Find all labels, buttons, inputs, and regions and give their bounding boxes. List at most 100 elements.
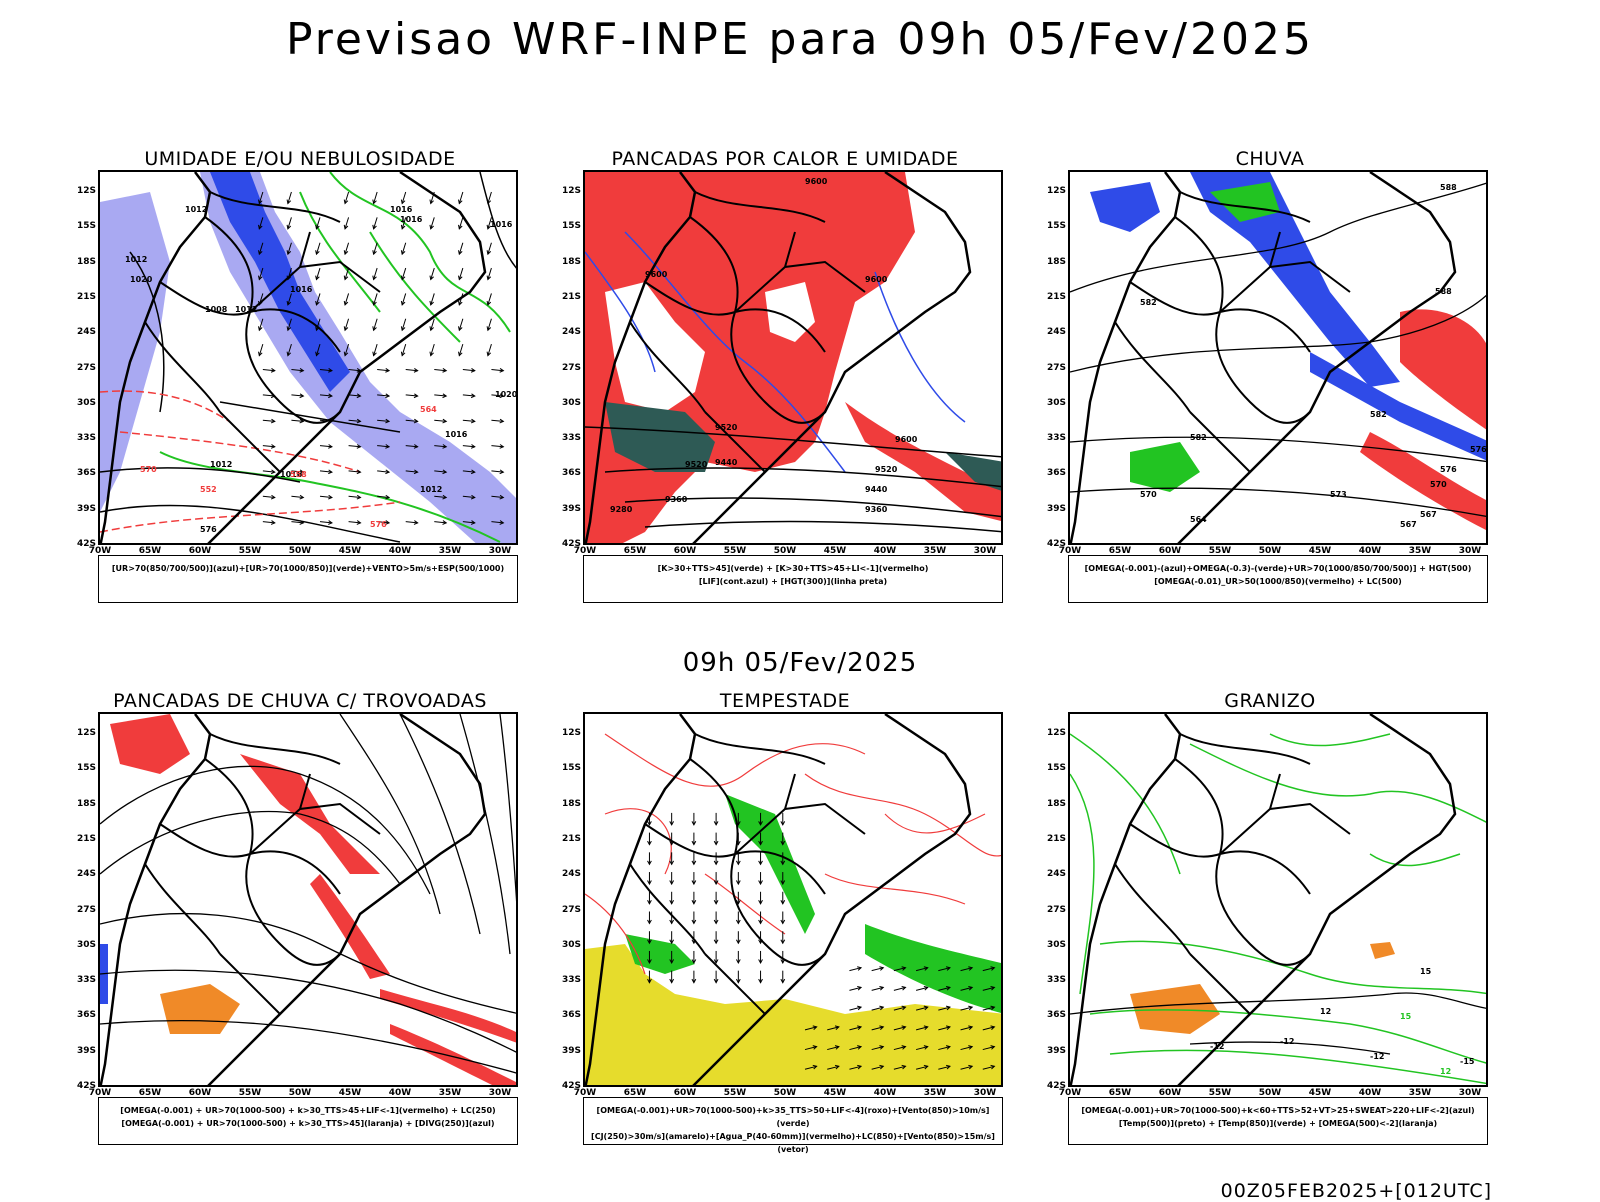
contour-label: 1020 bbox=[130, 275, 153, 284]
wind-arrow bbox=[287, 318, 292, 331]
contour-label: 567 bbox=[1400, 520, 1417, 529]
contour-label: 558 bbox=[290, 470, 307, 479]
lon-label: 45W bbox=[338, 1088, 362, 1098]
coastline bbox=[585, 172, 972, 543]
wind-arrow-head bbox=[328, 393, 333, 399]
wind-arrow-head bbox=[691, 919, 697, 925]
wind-arrow-head bbox=[879, 985, 885, 991]
lon-label: 70W bbox=[1058, 1088, 1082, 1098]
wind-arrow-head bbox=[647, 978, 652, 984]
lon-label: 30W bbox=[488, 1088, 512, 1098]
wind-arrow bbox=[487, 267, 492, 280]
wind-arrow bbox=[434, 470, 447, 473]
rain-area-east bbox=[1400, 309, 1486, 430]
wind-arrow bbox=[434, 369, 447, 372]
wind-arrow bbox=[915, 967, 928, 972]
wind-arrow bbox=[377, 470, 390, 473]
wind-arrow bbox=[960, 967, 973, 972]
wind-arrow-head bbox=[901, 1005, 907, 1011]
wind-arrow-head bbox=[713, 939, 719, 945]
wind-arrow bbox=[348, 495, 361, 498]
wind-arrow bbox=[893, 1046, 906, 1051]
lon-label: 50W bbox=[773, 1088, 797, 1098]
wind-arrow bbox=[871, 1006, 884, 1011]
map-area: 588 582 588 582 576 570 564 576 570 567 573 582 567 bbox=[1068, 170, 1488, 545]
wind-arrow bbox=[434, 419, 447, 422]
wind-arrow bbox=[938, 1026, 951, 1031]
wind-arrow-head bbox=[735, 978, 741, 984]
wind-arrow bbox=[458, 267, 464, 280]
lon-label: 70W bbox=[573, 546, 597, 556]
wind-arrow-head bbox=[669, 939, 675, 945]
wind-arrow-head bbox=[356, 418, 362, 424]
wind-arrow-head bbox=[758, 821, 763, 826]
wind-arrow bbox=[377, 369, 390, 372]
wind-arrow bbox=[373, 318, 378, 331]
wind-arrow bbox=[405, 419, 418, 422]
wind-arrow-head bbox=[286, 326, 292, 332]
temp500-contours bbox=[1070, 992, 1486, 1055]
lat-label: 39S bbox=[1046, 1045, 1066, 1056]
lon-label: 30W bbox=[488, 546, 512, 556]
lat-label: 36S bbox=[1046, 468, 1066, 479]
jet-stream-area bbox=[585, 944, 1001, 1085]
contour-label: -15 bbox=[1460, 1057, 1475, 1066]
wind-vectors bbox=[647, 812, 996, 1070]
lon-label: 60W bbox=[1158, 546, 1182, 556]
wind-arrow-head bbox=[691, 959, 697, 964]
wind-arrow-head bbox=[286, 300, 292, 306]
trovoadas-map bbox=[100, 714, 516, 1085]
hgt500-contours bbox=[1070, 182, 1486, 517]
wind-arrow-head bbox=[669, 880, 675, 886]
omega-area-blue-2 bbox=[1090, 182, 1486, 461]
rain-band-southeast bbox=[1360, 432, 1486, 530]
lon-label: 60W bbox=[188, 1088, 212, 1098]
lat-label: 18S bbox=[561, 256, 581, 267]
wind-arrow-head bbox=[499, 418, 505, 424]
wind-arrow-head bbox=[258, 326, 263, 332]
lon-label: 45W bbox=[338, 546, 362, 556]
wind-arrow-head bbox=[442, 520, 448, 525]
wind-arrow bbox=[405, 445, 418, 448]
wind-arrow bbox=[262, 470, 275, 473]
wind-arrow bbox=[348, 445, 361, 448]
wind-arrow-head bbox=[429, 326, 434, 332]
green-area-east bbox=[945, 452, 1001, 491]
wind-arrow bbox=[462, 495, 475, 498]
lat-label: 12S bbox=[76, 186, 96, 196]
wind-arrow bbox=[491, 419, 504, 422]
wind-arrow-head bbox=[735, 880, 741, 886]
wind-arrow-head bbox=[499, 469, 505, 475]
wind-arrow-head bbox=[758, 880, 763, 886]
wind-arrow-head bbox=[990, 1064, 996, 1070]
wind-arrow-head bbox=[758, 860, 763, 866]
wind-arrow-head bbox=[857, 1064, 863, 1070]
wind-arrow-head bbox=[270, 368, 276, 373]
lon-label: 40W bbox=[1358, 1088, 1382, 1098]
wind850-area-north bbox=[725, 794, 815, 934]
wind-arrow-head bbox=[968, 1045, 974, 1050]
wind-arrow-head bbox=[286, 275, 292, 281]
wind-arrow-head bbox=[299, 368, 305, 373]
lat-label: 18S bbox=[561, 798, 581, 809]
contour-labels: 9600 9600 9600 9520 9440 9360 9280 9520 9360 9440… bbox=[610, 177, 918, 514]
wind-arrow-head bbox=[400, 326, 406, 332]
contour-label: 1016 bbox=[290, 285, 313, 294]
wind-arrow bbox=[262, 419, 275, 422]
precipitable-water-contours bbox=[585, 733, 1001, 975]
wind-arrow bbox=[458, 217, 464, 229]
lat-label: 21S bbox=[76, 291, 96, 302]
wind-arrow bbox=[344, 343, 350, 356]
wind-arrow-head bbox=[691, 900, 697, 905]
wind-arrow-head bbox=[990, 1045, 996, 1050]
wind-arrow-head bbox=[834, 1064, 840, 1070]
lat-label: 42S bbox=[76, 1081, 96, 1091]
wind-arrow bbox=[462, 419, 475, 422]
wind-arrow bbox=[315, 242, 321, 255]
wind-arrow-head bbox=[270, 494, 276, 500]
wind-arrow-head bbox=[328, 494, 333, 500]
wind-arrow-head bbox=[400, 224, 406, 230]
lat-label: 39S bbox=[76, 503, 96, 514]
wind-arrow bbox=[938, 986, 951, 991]
